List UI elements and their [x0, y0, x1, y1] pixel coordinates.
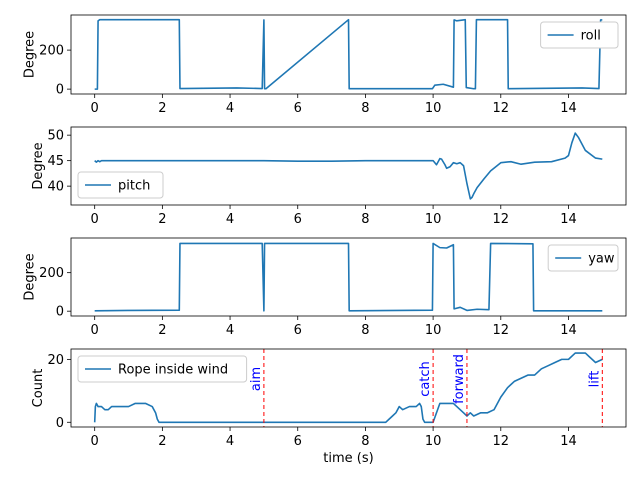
x-tick-label: 14 — [560, 101, 577, 116]
x-tick-label: 12 — [493, 101, 510, 116]
y-axis-label: Degree — [23, 31, 38, 78]
x-tick-label: 10 — [425, 434, 442, 449]
legend-label: pitch — [118, 179, 150, 194]
series-line-rope-inside-wind — [93, 352, 603, 424]
legend-label: roll — [581, 29, 601, 44]
legend: yaw — [547, 244, 619, 272]
x-tick-label: 6 — [294, 101, 302, 116]
legend-label: Rope inside wind — [118, 363, 228, 378]
legend-box — [540, 21, 619, 49]
x-tick-label: 4 — [226, 212, 234, 227]
x-tick-label: 4 — [226, 434, 234, 449]
x-tick-label: 10 — [425, 101, 442, 116]
y-tick-label: 45 — [47, 154, 64, 169]
series-line-pitch — [94, 132, 603, 200]
y-tick-label: 200 — [39, 44, 64, 59]
x-tick-label: 8 — [361, 323, 369, 338]
y-tick-label: 0 — [56, 416, 64, 431]
axes-frame — [70, 14, 627, 95]
x-tick-label: 4 — [226, 101, 234, 116]
x-tick-label: 0 — [91, 434, 99, 449]
axes-frame — [70, 126, 627, 206]
y-tick-label: 40 — [47, 180, 64, 195]
x-tick-label: 14 — [560, 212, 577, 227]
y-axis-label: Degree — [23, 253, 38, 300]
x-tick-label: 0 — [91, 101, 99, 116]
x-tick-label: 14 — [560, 323, 577, 338]
x-tick-label: 8 — [361, 101, 369, 116]
y-tick-label: 200 — [39, 266, 64, 281]
x-tick-label: 14 — [560, 434, 577, 449]
x-tick-label: 12 — [493, 323, 510, 338]
y-axis-label: Count — [31, 369, 46, 408]
legend-box — [547, 244, 619, 272]
legend-label: yaw — [588, 252, 615, 267]
x-tick-label: 6 — [294, 323, 302, 338]
series-line-yaw — [94, 242, 603, 312]
x-tick-label: 8 — [361, 212, 369, 227]
legend-box — [77, 355, 248, 383]
event-label-aim: aim — [249, 367, 264, 391]
x-tick-label: 8 — [361, 434, 369, 449]
legend-box — [77, 171, 164, 199]
x-tick-label: 10 — [425, 212, 442, 227]
x-tick-label: 4 — [226, 323, 234, 338]
event-label-lift: lift — [587, 371, 602, 388]
x-axis-label: time (s) — [323, 451, 373, 466]
y-tick-label: 0 — [56, 305, 64, 320]
x-tick-label: 2 — [158, 323, 166, 338]
x-tick-label: 2 — [158, 101, 166, 116]
x-tick-label: 0 — [91, 212, 99, 227]
x-tick-label: 0 — [91, 323, 99, 338]
x-tick-label: 6 — [294, 434, 302, 449]
y-tick-label: 0 — [56, 83, 64, 98]
y-tick-label: 20 — [47, 353, 64, 368]
event-label-catch: catch — [418, 361, 433, 397]
x-tick-label: 6 — [294, 212, 302, 227]
x-tick-label: 12 — [493, 212, 510, 227]
axes-frame — [70, 237, 627, 317]
x-tick-label: 10 — [425, 323, 442, 338]
legend: Rope inside wind — [77, 355, 248, 383]
axes-frame — [70, 348, 627, 428]
series-line-roll — [94, 18, 603, 90]
legend: pitch — [77, 171, 164, 199]
event-label-forward: forward — [452, 354, 467, 404]
legend: roll — [540, 21, 619, 49]
x-tick-label: 12 — [493, 434, 510, 449]
y-tick-label: 50 — [47, 129, 64, 144]
x-tick-label: 2 — [158, 212, 166, 227]
x-tick-label: 2 — [158, 434, 166, 449]
y-axis-label: Degree — [31, 142, 46, 189]
